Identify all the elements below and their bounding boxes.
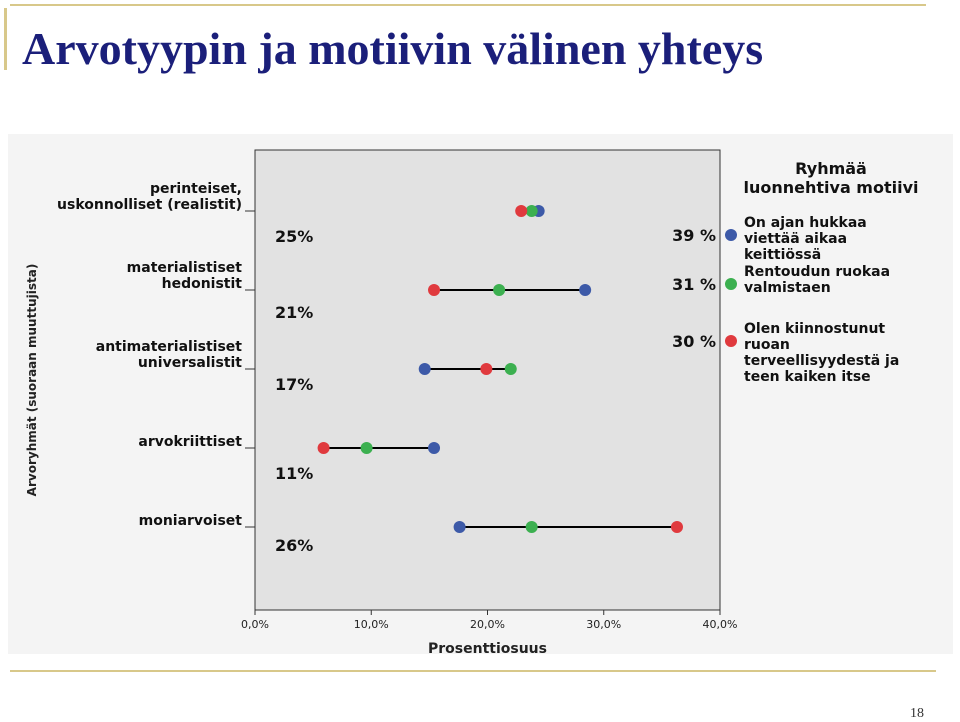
legend-marker-green — [725, 278, 737, 290]
category-label: arvokriittiset — [138, 434, 242, 450]
data-point-green — [504, 363, 517, 375]
page-number: 18 — [910, 706, 924, 721]
legend-label: On ajan hukkaa — [744, 215, 867, 231]
legend-total-label: 39 % — [672, 226, 716, 245]
legend-label: viettää aikaa — [744, 231, 847, 247]
data-point-red — [428, 284, 441, 296]
category-share-label: 26% — [275, 536, 313, 555]
title-accent-bar — [4, 8, 7, 70]
category-label: uskonnolliset (realistit) — [57, 197, 242, 213]
legend-label: valmistaen — [744, 280, 831, 296]
x-axis-label: Prosenttiosuus — [428, 641, 547, 657]
legend-total-label: 31 % — [672, 275, 716, 294]
category-label: hedonistit — [162, 276, 243, 292]
dot-plot-chart: 0,0% 10,0% 20,0% 30,0% 40,0% Prosenttiosuus Ar… — [8, 134, 953, 657]
category-label: moniarvoiset — [139, 513, 243, 529]
legend-title: Ryhmää — [795, 159, 867, 178]
legend-marker-blue — [725, 229, 737, 241]
data-point-red — [670, 521, 683, 533]
y-axis-label: Arvoryhmät (suoraan muuttujista) — [25, 264, 39, 497]
data-point-green — [360, 442, 373, 454]
data-point-red — [480, 363, 493, 375]
data-point-green — [525, 521, 538, 533]
data-point-blue — [418, 363, 431, 375]
category-share-label: 21% — [275, 303, 313, 322]
category-share-label: 25% — [275, 227, 313, 246]
bottom-rule — [10, 670, 936, 672]
legend-total-label: 30 % — [672, 332, 716, 351]
data-point-blue — [428, 442, 441, 454]
data-point-red — [515, 205, 528, 217]
legend-label: teen kaiken itse — [744, 369, 871, 385]
top-rule — [10, 4, 926, 6]
data-point-blue — [579, 284, 592, 296]
category-label: antimaterialistiset — [96, 339, 243, 355]
x-tick-label: 0,0% — [241, 618, 269, 631]
x-tick-label: 30,0% — [586, 618, 621, 631]
legend-label: Olen kiinnostunut — [744, 321, 885, 337]
category-label: materialistiset — [127, 260, 243, 276]
legend-label: keittiössä — [744, 247, 821, 263]
x-tick-label: 40,0% — [703, 618, 738, 631]
plot-area — [254, 149, 721, 611]
category-label: perinteiset, — [150, 181, 242, 197]
data-point-green — [493, 284, 506, 296]
chart-figure: 0,0% 10,0% 20,0% 30,0% 40,0% Prosenttiosuus Ar… — [0, 130, 960, 660]
data-point-red — [317, 442, 330, 454]
legend-label: ruoan — [744, 337, 790, 353]
category-label: universalistit — [138, 355, 242, 371]
x-tick-label: 10,0% — [354, 618, 389, 631]
slide-title: Arvotyypin ja motiivin välinen yhteys — [22, 23, 764, 74]
x-tick-label: 20,0% — [470, 618, 505, 631]
legend-marker-red — [725, 335, 737, 347]
category-share-label: 17% — [275, 375, 313, 394]
data-point-green — [525, 205, 538, 217]
legend-title: luonnehtiva motiivi — [743, 178, 918, 197]
data-point-blue — [453, 521, 466, 533]
legend-label: terveellisyydestä ja — [744, 353, 899, 369]
category-share-label: 11% — [275, 464, 313, 483]
legend-label: Rentoudun ruokaa — [744, 264, 890, 280]
